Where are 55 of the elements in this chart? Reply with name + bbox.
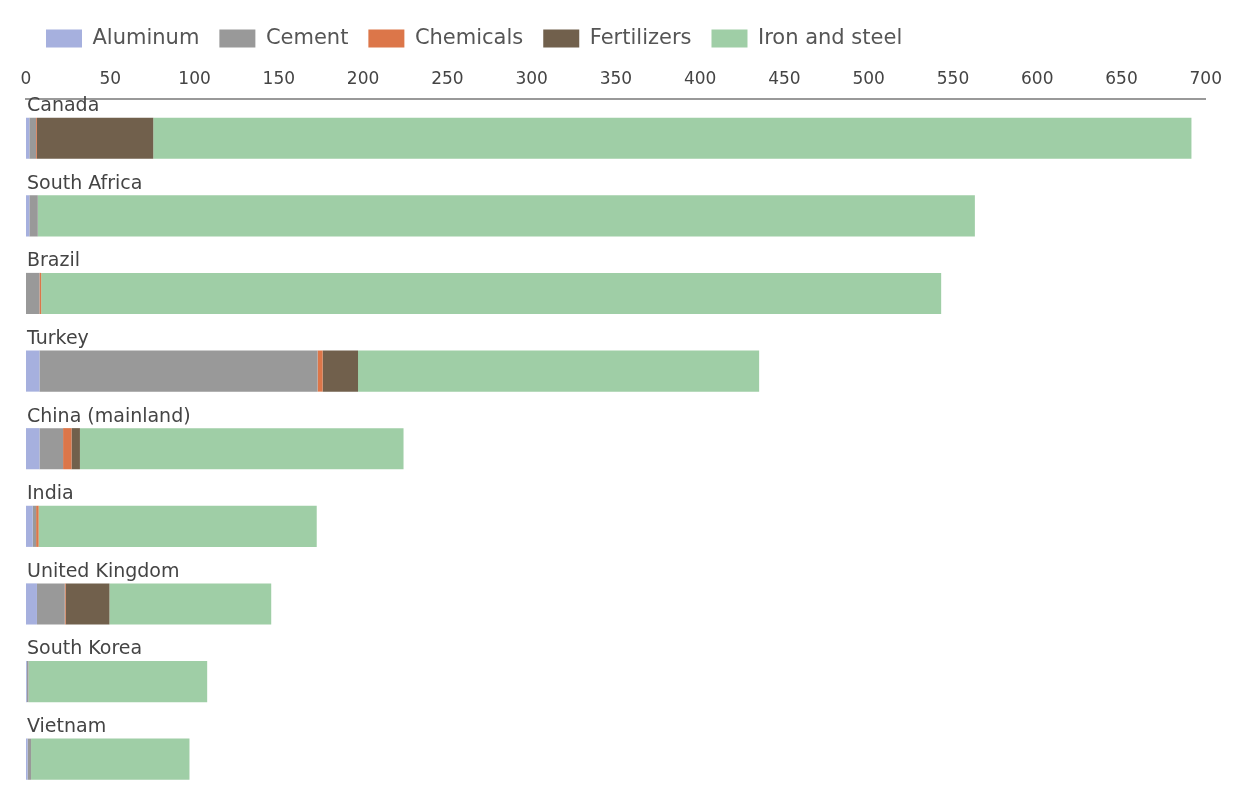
bar	[36, 583, 65, 625]
bar	[358, 350, 760, 392]
y-tick-label: South Africa	[27, 170, 143, 193]
legend-label: Iron and steel	[757, 24, 903, 49]
bar	[28, 661, 208, 703]
bar	[36, 117, 154, 159]
x-tick-label: 650	[1105, 67, 1138, 88]
bar	[26, 428, 40, 470]
bar	[29, 195, 38, 237]
bar	[39, 428, 64, 470]
bar	[109, 583, 272, 625]
x-tick-label: 50	[99, 67, 122, 88]
bar	[26, 350, 40, 392]
bar	[317, 350, 323, 392]
x-tick-label: 600	[1021, 67, 1054, 88]
x-tick-label: 450	[768, 67, 801, 88]
y-tick-label: South Korea	[27, 636, 143, 659]
bar	[153, 117, 1192, 159]
x-tick-label: 100	[178, 67, 211, 88]
y-tick-label: United Kingdom	[27, 558, 180, 581]
x-tick-label: 200	[346, 67, 380, 88]
bar	[65, 583, 110, 625]
x-tick-label: 0	[20, 67, 32, 88]
bar	[38, 505, 317, 547]
bar	[29, 117, 37, 159]
bar	[63, 428, 72, 470]
legend-label: Fertilizers	[589, 24, 692, 49]
x-tick-label: 500	[852, 67, 885, 88]
x-tick-label: 550	[936, 67, 970, 88]
legend-label: Cement	[265, 24, 349, 49]
x-tick-label: 350	[599, 67, 633, 88]
x-tick-label: 250	[431, 67, 464, 88]
legend-label: Aluminum	[92, 24, 200, 49]
bar	[26, 272, 40, 315]
x-tick-label: 150	[262, 67, 296, 88]
bar	[36, 505, 39, 547]
y-tick-label: China (mainland)	[27, 403, 191, 426]
y-tick-label: India	[27, 481, 74, 504]
y-tick-label: Turkey	[26, 325, 89, 348]
bar	[26, 583, 37, 625]
bar	[322, 350, 359, 392]
x-tick-label: 700	[1189, 67, 1222, 88]
bar	[79, 428, 404, 470]
bar	[26, 505, 33, 547]
y-tick-label: Brazil	[27, 248, 81, 271]
bar	[31, 738, 190, 780]
x-tick-label: 400	[683, 67, 717, 88]
y-tick-label: Vietnam	[27, 714, 107, 737]
bar	[39, 350, 318, 392]
bar	[37, 195, 975, 237]
legend-label: Chemicals	[414, 24, 524, 49]
bar	[41, 272, 942, 315]
x-tick-label: 300	[515, 67, 548, 88]
bar	[71, 428, 80, 470]
y-tick-label: Canada	[27, 93, 100, 116]
